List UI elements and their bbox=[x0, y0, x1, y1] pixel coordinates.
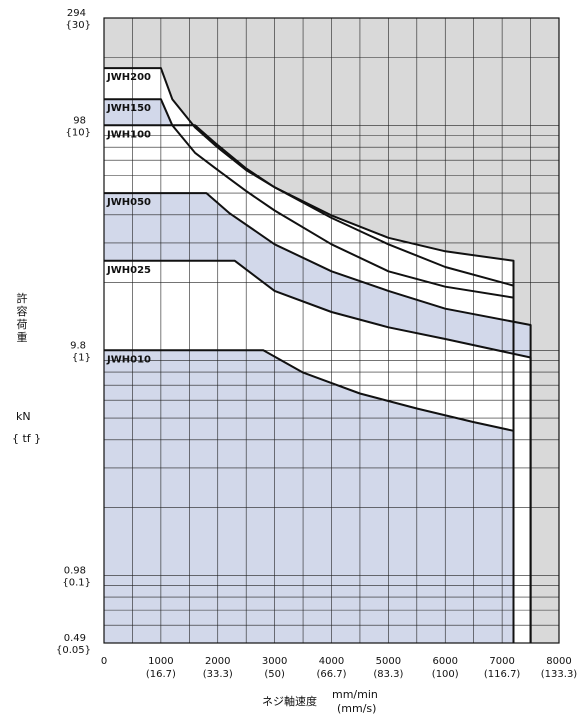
series-label-jwh025: JWH025 bbox=[106, 265, 151, 276]
curve-jwh025 bbox=[104, 259, 532, 643]
series-label-jwh010: JWH010 bbox=[106, 354, 151, 365]
x-tick-sublabel: (83.3) bbox=[373, 669, 403, 680]
y-tick-sublabel: {1} bbox=[72, 352, 91, 363]
series-label-jwh100: JWH100 bbox=[106, 129, 151, 140]
x-tick-label: 6000 bbox=[433, 656, 458, 667]
curve-jwh010 bbox=[104, 349, 515, 643]
x-tick-sublabel: (50) bbox=[264, 669, 285, 680]
curve-jwh100 bbox=[104, 124, 515, 643]
x-tick-label: 7000 bbox=[489, 656, 514, 667]
y-tick-label: 0.98 bbox=[64, 565, 86, 576]
band-jwh010 bbox=[104, 350, 514, 643]
x-tick-label: 8000 bbox=[546, 656, 571, 667]
x-axis-unit: mm/min bbox=[332, 688, 378, 701]
y-axis-title-char: 容 bbox=[16, 305, 28, 318]
x-tick-label: 3000 bbox=[262, 656, 287, 667]
y-axis-unit: kN bbox=[16, 410, 31, 423]
y-tick-label: 98 bbox=[73, 115, 86, 126]
y-axis-title-char: 荷 bbox=[16, 318, 28, 331]
x-tick-sublabel: (66.7) bbox=[316, 669, 346, 680]
x-tick-sublabel: (33.3) bbox=[203, 669, 233, 680]
y-tick-label: 9.8 bbox=[70, 340, 86, 351]
curve-jwh050 bbox=[104, 192, 532, 643]
y-axis-title-char: 重 bbox=[16, 331, 28, 344]
x-tick-label: 4000 bbox=[319, 656, 344, 667]
x-tick-label: 2000 bbox=[205, 656, 230, 667]
x-tick-sublabel: (133.3) bbox=[541, 669, 578, 680]
y-tick-label: 294 bbox=[67, 8, 86, 19]
y-tick-sublabel: {30} bbox=[66, 20, 91, 31]
x-tick-label: 1000 bbox=[148, 656, 173, 667]
series-label-jwh050: JWH050 bbox=[106, 197, 151, 208]
x-axis-unit-alt: (mm/s) bbox=[337, 702, 377, 715]
x-tick-sublabel: (16.7) bbox=[146, 669, 176, 680]
y-tick-sublabel: {0.1} bbox=[62, 577, 91, 588]
y-axis-title-char: 許 bbox=[16, 292, 28, 305]
series-label-jwh150: JWH150 bbox=[106, 103, 151, 114]
series-label-jwh200: JWH200 bbox=[106, 72, 151, 83]
y-tick-label: 0.49 bbox=[64, 633, 86, 644]
plot-frame bbox=[103, 17, 560, 644]
curve-jwh150 bbox=[104, 98, 515, 643]
x-tick-label: 5000 bbox=[376, 656, 401, 667]
x-axis-title: ネジ軸速度 bbox=[262, 695, 317, 708]
y-axis-unit-alt: { tf } bbox=[12, 432, 42, 445]
x-tick-label: 0 bbox=[101, 656, 107, 667]
x-tick-sublabel: (100) bbox=[432, 669, 459, 680]
y-tick-sublabel: {0.05} bbox=[56, 645, 91, 656]
y-tick-sublabel: {10} bbox=[66, 127, 91, 138]
x-tick-sublabel: (116.7) bbox=[484, 669, 521, 680]
